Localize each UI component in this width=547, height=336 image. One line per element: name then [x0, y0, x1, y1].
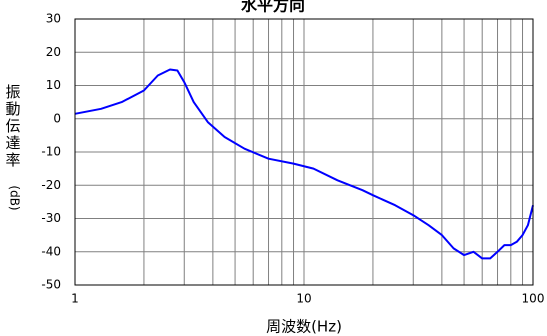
- plot-frame: [74, 18, 534, 286]
- y-tick-labels: 30 20 10 0 -10 -20 -30 -40 -50: [41, 12, 61, 292]
- grid: [75, 18, 533, 286]
- chart-title: 水平方向: [241, 0, 305, 15]
- series: [74, 68, 534, 260]
- y-tick-label: -50: [41, 278, 61, 292]
- y-tick-label: 30: [46, 12, 61, 26]
- series-line: [74, 68, 534, 260]
- y-tick-label: 20: [46, 45, 61, 59]
- y-tick-label: -30: [41, 211, 61, 225]
- y-tick-label: -40: [41, 244, 61, 258]
- x-tick-label: 1: [71, 292, 79, 306]
- y-tick-label: -10: [41, 145, 61, 159]
- y-tick-label: 0: [53, 111, 61, 125]
- y-tick-label: -20: [41, 178, 61, 192]
- x-tick-labels: 1 10 100: [71, 292, 544, 306]
- y-axis-unit: (dB): [8, 185, 22, 210]
- x-axis-label: 周波数(Hz): [266, 318, 342, 336]
- y-tick-label: 10: [46, 78, 61, 92]
- x-tick-label: 100: [522, 292, 545, 306]
- x-tick-label: 10: [296, 292, 311, 306]
- y-axis-label: 振動伝達率: [5, 83, 20, 169]
